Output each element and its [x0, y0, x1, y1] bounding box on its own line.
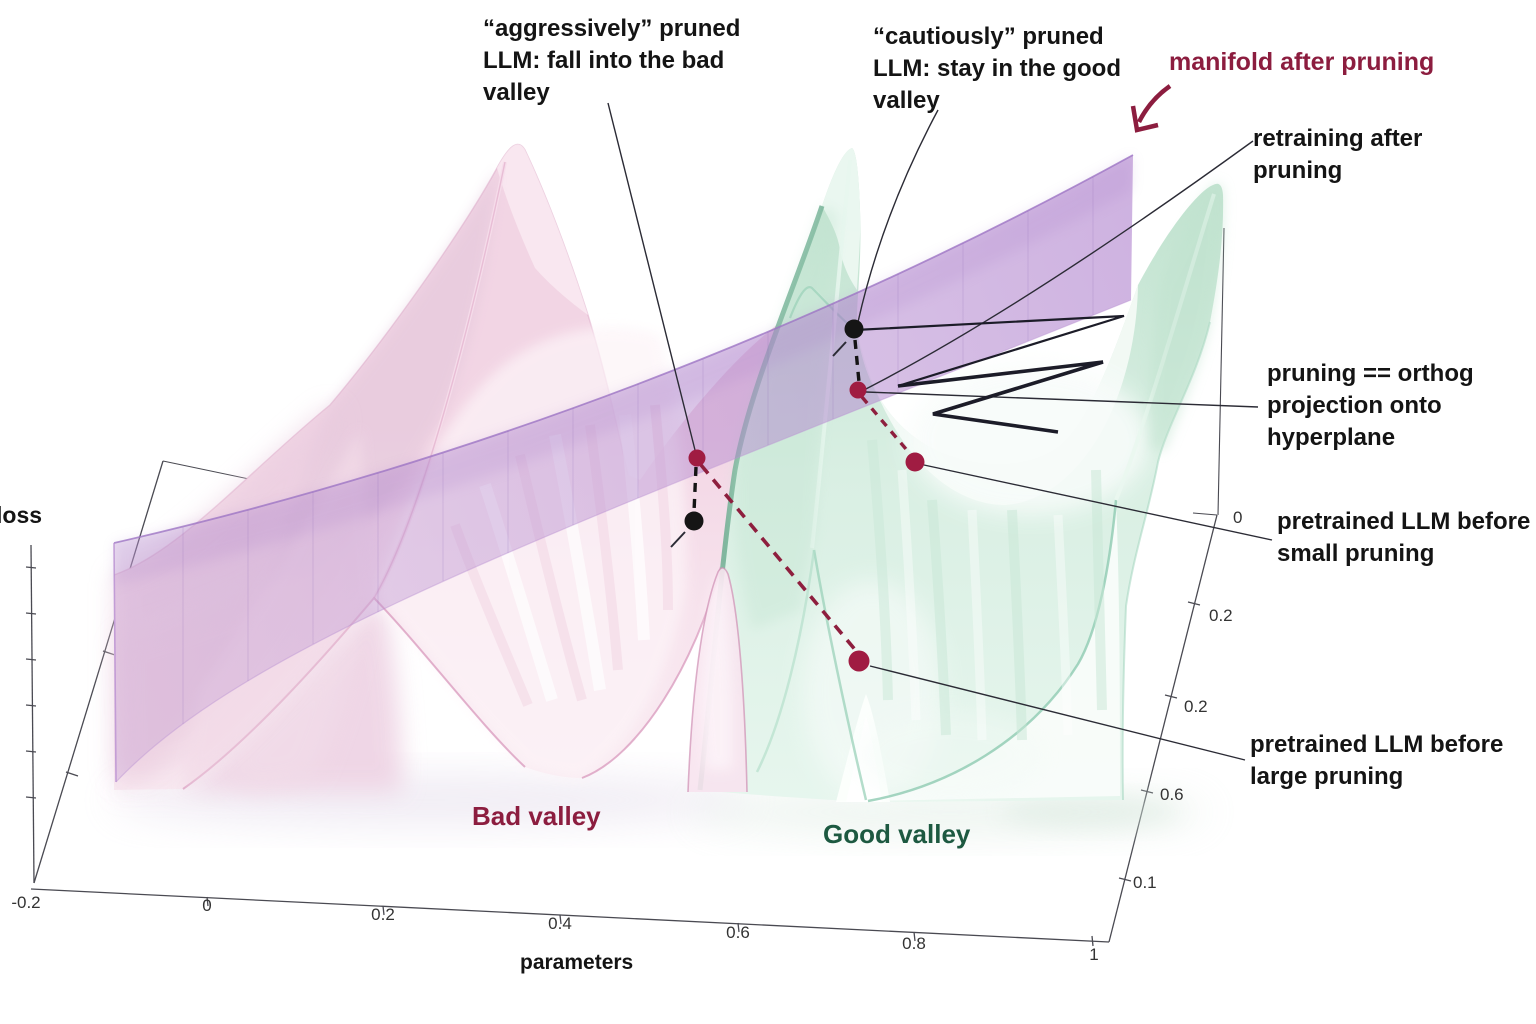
svg-text:“aggressively” pruned: “aggressively” pruned	[483, 15, 740, 42]
svg-text:hyperplane: hyperplane	[1267, 424, 1395, 451]
svg-text:0.1: 0.1	[1133, 873, 1157, 892]
svg-text:pruning == orthog: pruning == orthog	[1267, 360, 1474, 387]
svg-text:LLM: fall into the bad: LLM: fall into the bad	[483, 47, 724, 74]
svg-text:projection onto: projection onto	[1267, 392, 1442, 419]
svg-text:0: 0	[202, 896, 211, 915]
svg-text:Bad valley: Bad valley	[472, 801, 601, 831]
svg-text:0.4: 0.4	[548, 914, 572, 933]
svg-text:0.2: 0.2	[371, 905, 395, 924]
svg-text:pruning: pruning	[1253, 157, 1342, 184]
svg-text:pretrained LLM before: pretrained LLM before	[1277, 508, 1530, 535]
svg-text:retraining after: retraining after	[1253, 125, 1422, 152]
svg-text:valley: valley	[873, 87, 940, 114]
svg-text:“cautiously” pruned: “cautiously” pruned	[873, 23, 1104, 50]
svg-text:small pruning: small pruning	[1277, 540, 1434, 567]
svg-text:0.2: 0.2	[1184, 697, 1208, 716]
svg-text:large pruning: large pruning	[1250, 763, 1403, 790]
svg-text:0.8: 0.8	[902, 934, 926, 953]
svg-text:loss: loss	[0, 502, 42, 528]
svg-text:LLM: stay in the good: LLM: stay in the good	[873, 55, 1121, 82]
svg-text:parameters: parameters	[520, 951, 633, 974]
svg-text:0.6: 0.6	[1160, 785, 1184, 804]
svg-text:0.2: 0.2	[1209, 606, 1233, 625]
svg-text:1: 1	[1089, 945, 1098, 964]
svg-text:Good valley: Good valley	[823, 819, 971, 849]
svg-text:-0.2: -0.2	[11, 893, 40, 912]
svg-text:0.6: 0.6	[726, 923, 750, 942]
svg-text:valley: valley	[483, 79, 550, 106]
svg-text:manifold after pruning: manifold after pruning	[1169, 48, 1434, 76]
svg-text:0: 0	[1233, 508, 1242, 527]
svg-text:pretrained LLM before: pretrained LLM before	[1250, 731, 1503, 758]
